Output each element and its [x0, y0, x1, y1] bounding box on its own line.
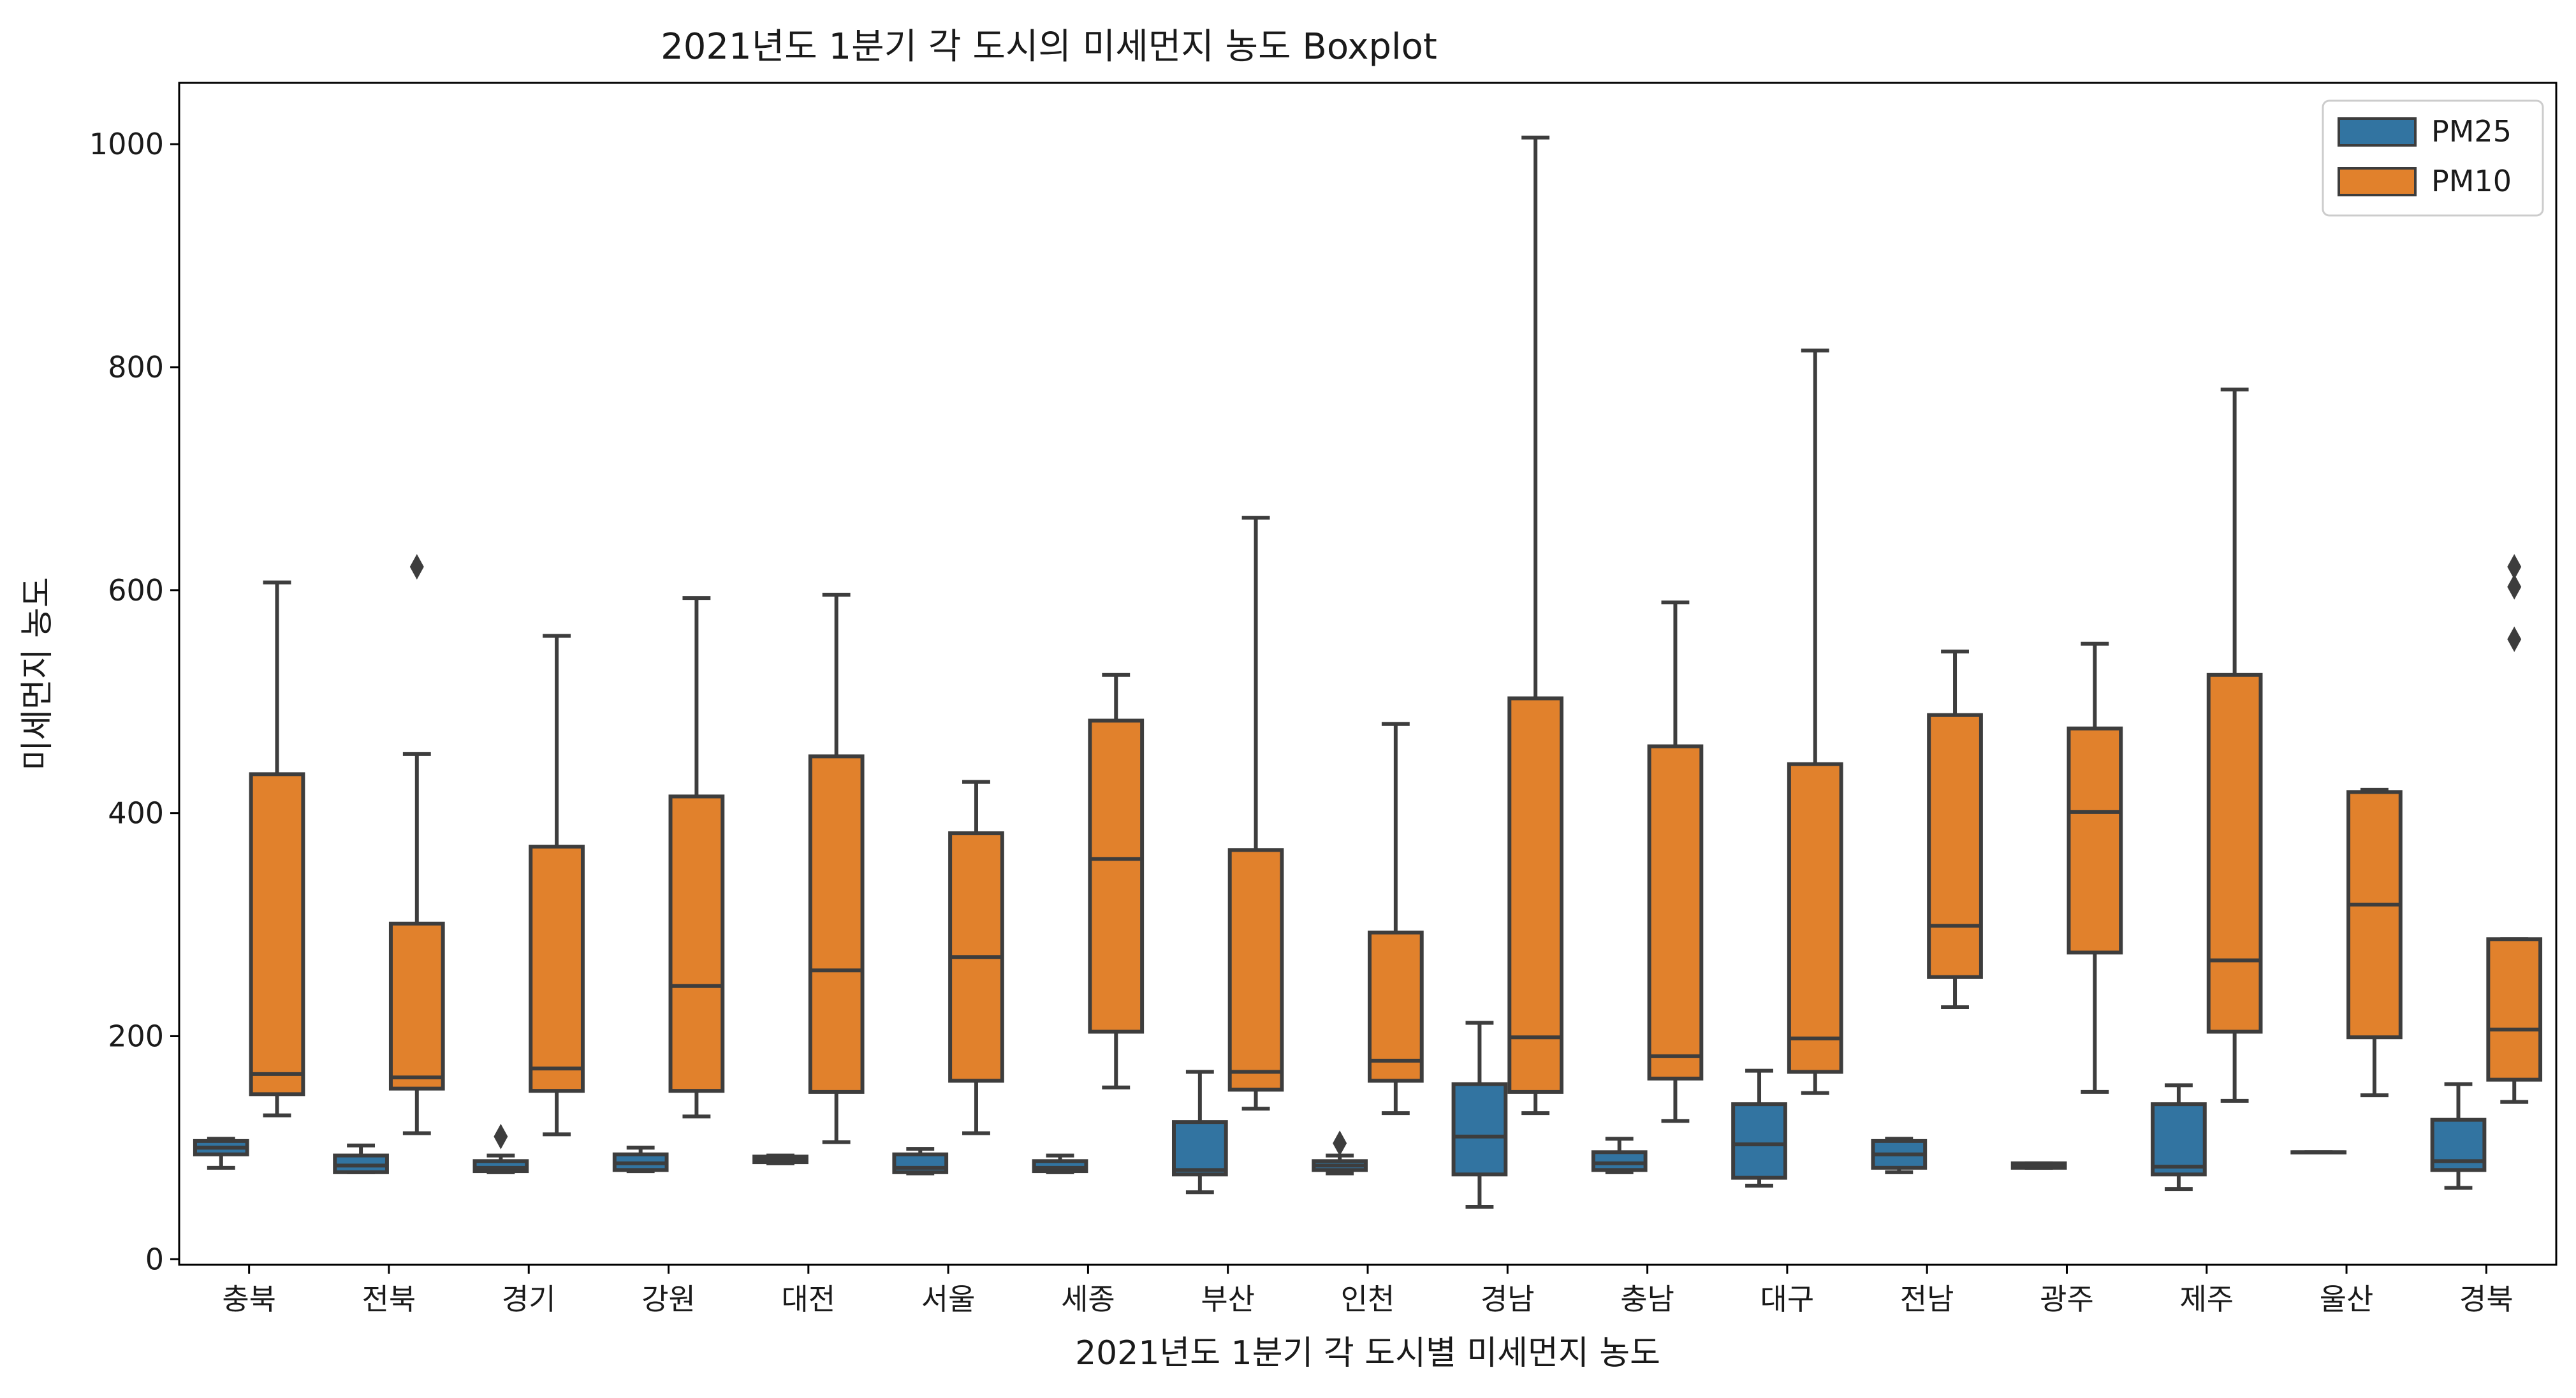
box-iqr: [2346, 790, 2403, 1040]
box-iqr: [2067, 726, 2123, 955]
box-pm25: [1871, 1137, 1928, 1174]
box-iqr: [1088, 718, 1145, 1034]
box-iqr: [1451, 1082, 1508, 1177]
outlier-point: [2507, 554, 2522, 580]
legend-swatch: [2338, 167, 2417, 196]
x-tick-label: 전남: [1900, 1282, 1954, 1316]
box-iqr: [1368, 930, 1424, 1083]
box-pm10: [2206, 387, 2263, 1103]
y-tick-label: 1000: [89, 127, 164, 161]
box-pm10: [2346, 787, 2403, 1098]
box-pm25: [193, 1137, 249, 1170]
box-pm10: [388, 554, 445, 1135]
box-pm10: [2067, 641, 2123, 1094]
box-iqr: [249, 772, 305, 1096]
box-pm10: [1647, 601, 1704, 1123]
legend-swatch: [2338, 117, 2417, 147]
x-axis-label: 2021년도 1분기 각 도시별 미세먼지 농도: [1075, 1334, 1660, 1373]
box-pm10: [1227, 516, 1284, 1111]
box-iqr: [529, 845, 585, 1093]
box-iqr: [1591, 1150, 1648, 1172]
y-axis: 0 200 400 600 800 1000: [89, 127, 179, 1276]
outlier-point: [1333, 1130, 1347, 1156]
box-pm10: [529, 634, 585, 1137]
box-pm25: [892, 1147, 949, 1176]
y-tick-label: 800: [108, 350, 164, 384]
box-pm10: [1368, 722, 1424, 1116]
box-pm25: [333, 1143, 389, 1174]
x-axis: 충북 전북 경기 강원 대전 서울 세종 부산 인천 경남 충남 대구 전남 광주 제주 울산 경북: [222, 1265, 2514, 1316]
outlier-point: [2507, 574, 2522, 600]
x-tick-label: 서울: [921, 1282, 976, 1316]
x-tick-label: 세종: [1061, 1282, 1115, 1316]
box-pm25: [612, 1146, 669, 1174]
box-iqr: [1647, 744, 1704, 1081]
box-iqr: [2151, 1102, 2207, 1177]
box-pm10: [1088, 673, 1145, 1089]
box-pm10: [1787, 348, 1843, 1095]
box-pm25: [752, 1153, 809, 1165]
box-iqr: [1507, 696, 1564, 1094]
box-pm25: [2430, 1082, 2487, 1190]
box-pm25: [1032, 1153, 1088, 1174]
y-axis-label: 미세먼지 농도: [18, 577, 57, 771]
legend-label: PM25: [2431, 114, 2512, 149]
box-iqr: [668, 794, 725, 1093]
chart-marks: [193, 135, 2543, 1209]
box-pm10: [249, 580, 305, 1118]
box-iqr: [1171, 1120, 1228, 1177]
x-tick-label: 부산: [1201, 1282, 1255, 1316]
x-tick-label: 전북: [362, 1282, 416, 1316]
x-tick-label: 대전: [782, 1282, 836, 1316]
x-tick-label: 경북: [2459, 1282, 2514, 1316]
box-pm25: [1451, 1021, 1508, 1209]
x-tick-label: 충북: [222, 1282, 276, 1316]
y-tick-label: 400: [108, 796, 164, 831]
y-tick-label: 200: [108, 1019, 164, 1053]
box-pm25: [2151, 1083, 2207, 1191]
x-tick-label: 강원: [641, 1282, 696, 1316]
box-iqr: [2486, 937, 2543, 1082]
legend-label: PM10: [2431, 164, 2512, 198]
box-pm25: [2010, 1161, 2067, 1170]
x-tick-label: 광주: [2040, 1282, 2094, 1316]
x-tick-label: 대구: [1760, 1282, 1815, 1316]
box-pm25: [1591, 1137, 1648, 1174]
x-tick-label: 경남: [1481, 1282, 1535, 1316]
box-pm10: [1507, 135, 1564, 1116]
box-pm25: [1731, 1068, 1787, 1188]
x-tick-label: 제주: [2179, 1282, 2234, 1316]
box-iqr: [1731, 1102, 1787, 1180]
box-pm10: [948, 780, 1004, 1135]
x-tick-label: 충남: [1620, 1282, 1674, 1316]
box-iqr: [2206, 673, 2263, 1034]
box-iqr: [388, 921, 445, 1091]
box-pm10: [668, 596, 725, 1119]
box-iqr: [1227, 848, 1284, 1092]
box-pm10: [1927, 650, 1983, 1009]
legend: PM25 PM10: [2322, 99, 2544, 217]
box-pm25: [472, 1123, 529, 1174]
x-tick-label: 울산: [2320, 1282, 2374, 1316]
outlier-point: [494, 1123, 508, 1149]
box-iqr: [1787, 762, 1843, 1074]
y-tick-label: 0: [145, 1242, 164, 1276]
outlier-point: [409, 554, 424, 580]
x-tick-label: 인천: [1341, 1282, 1395, 1316]
x-tick-label: 경기: [502, 1282, 556, 1316]
box-pm10: [2486, 554, 2543, 1104]
box-pm10: [808, 592, 865, 1144]
box-pm25: [2290, 1150, 2347, 1154]
box-pm25: [1312, 1130, 1368, 1176]
chart-title: 2021년도 1분기 각 도시의 미세먼지 농도 Boxplot: [661, 26, 1437, 68]
y-tick-label: 600: [108, 573, 164, 608]
box-pm25: [1171, 1070, 1228, 1195]
box-iqr: [808, 754, 865, 1094]
box-iqr: [1927, 713, 1983, 979]
outlier-point: [2507, 626, 2522, 652]
